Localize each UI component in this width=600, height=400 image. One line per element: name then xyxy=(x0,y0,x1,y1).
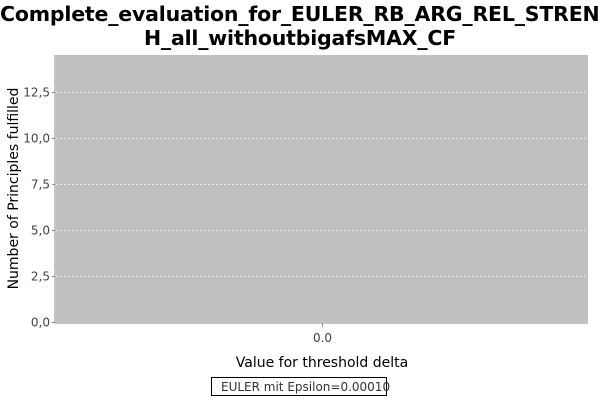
y-tick-label: 2,5 xyxy=(31,270,50,284)
y-axis-label: Number of Principles fulfilled xyxy=(6,88,22,290)
y-axis-ticks: 0,0 2,5 5,0 7,5 10,0 12,5 xyxy=(23,86,55,330)
y-tick-label: 0,0 xyxy=(31,316,50,330)
grid-lines xyxy=(56,92,588,277)
x-axis-label: Value for threshold delta xyxy=(236,355,408,371)
chart-title-line-1: Complete_evaluation_for_EULER_RB_ARG_REL… xyxy=(0,2,600,26)
legend: EULER mit Epsilon=0.00010 xyxy=(211,377,391,396)
legend-label: EULER mit Epsilon=0.00010 xyxy=(221,379,391,394)
y-tick-label: 5,0 xyxy=(31,224,50,238)
chart-title-line-2: H_all_withoutbigafsMAX_CF xyxy=(143,26,457,50)
y-tick-label: 10,0 xyxy=(23,132,50,146)
plot-area xyxy=(56,55,588,322)
y-tick-label: 7,5 xyxy=(31,178,50,192)
y-tick-label: 12,5 xyxy=(23,86,50,100)
x-tick-label: 0.0 xyxy=(313,331,332,345)
x-axis-ticks: 0.0 xyxy=(313,323,332,345)
